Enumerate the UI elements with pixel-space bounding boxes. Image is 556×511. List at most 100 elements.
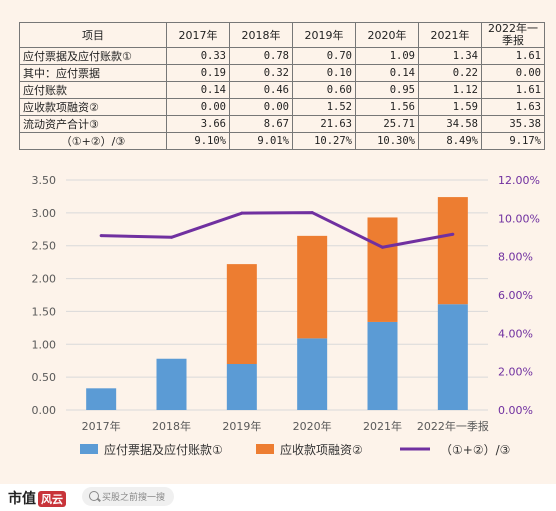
- logo-text: 市值: [8, 491, 36, 507]
- right-tick-label: 10.00%: [498, 212, 540, 225]
- bar-series1: [86, 388, 117, 410]
- table-header-cell: 2021年: [418, 22, 482, 48]
- table-cell: 0.00: [481, 64, 545, 82]
- x-tick-label: 2017年: [82, 419, 121, 433]
- table-cell: 0.60: [292, 81, 356, 99]
- line-point: [170, 235, 173, 239]
- left-tick-label: 1.50: [32, 305, 57, 318]
- brand-logo[interactable]: 市值 风云: [8, 488, 66, 508]
- table-cell: 9.17%: [481, 132, 545, 150]
- table-cell: 0.19: [166, 64, 230, 82]
- table-row: 其中：应付票据 0.19 0.32 0.10 0.14 0.22 0.00: [19, 64, 545, 82]
- line-point: [310, 211, 314, 215]
- table-row: 应付票据及应付账款① 0.33 0.78 0.70 1.09 1.34 1.61: [19, 47, 545, 65]
- table-header-row: 项目 2017年 2018年 2019年 2020年 2021年 2022年一 季报: [19, 22, 545, 48]
- row-label: 应付账款: [19, 81, 167, 99]
- table-cell: 1.63: [481, 98, 545, 116]
- table-header-cell: 2022年一 季报: [481, 22, 545, 48]
- table-cell: 10.30%: [355, 132, 419, 150]
- line-point: [99, 234, 103, 238]
- table-cell: 8.49%: [418, 132, 482, 150]
- table-cell: 9.10%: [166, 132, 230, 150]
- table-cell: 1.61: [481, 47, 545, 65]
- row-label: 应收款项融资②: [19, 98, 167, 116]
- right-tick-label: 12.00%: [498, 174, 540, 187]
- table-row: （①+②）/③ 9.10% 9.01% 10.27% 10.30% 8.49% 9.17%: [19, 132, 545, 150]
- table-cell: 0.22: [418, 64, 482, 82]
- footer-bar: 市值 风云 买股之前搜一搜: [0, 484, 556, 511]
- table-row: 流动资产合计③ 3.66 8.67 21.63 25.71 34.58 35.38: [19, 115, 545, 133]
- left-tick-label: 0.50: [32, 371, 57, 384]
- right-tick-label: 4.00%: [498, 327, 533, 340]
- table-cell: 0.78: [229, 47, 293, 65]
- table-cell: 0.00: [166, 98, 230, 116]
- line-point: [451, 232, 455, 236]
- table-cell: 8.67: [229, 115, 293, 133]
- table-cell: 3.66: [166, 115, 230, 133]
- row-label: 应付票据及应付账款①: [19, 47, 167, 65]
- bar-series1: [437, 304, 468, 410]
- table-cell: 21.63: [292, 115, 356, 133]
- row-label: （①+②）/③: [19, 132, 167, 150]
- line-point: [240, 211, 244, 215]
- left-tick-label: 3.50: [32, 174, 57, 187]
- left-tick-label: 1.00: [32, 338, 57, 351]
- table-cell: 0.70: [292, 47, 356, 65]
- line-series3: [101, 211, 454, 249]
- row-label: 流动资产合计③: [19, 115, 167, 133]
- table-cell: 1.09: [355, 47, 419, 65]
- table-header-cell: 2020年: [355, 22, 419, 48]
- left-tick-label: 3.00: [32, 207, 57, 220]
- right-tick-label: 8.00%: [498, 251, 533, 264]
- financial-table: 项目 2017年 2018年 2019年 2020年 2021年 2022年一 季报 应付票据及…: [19, 22, 545, 150]
- x-tick-label: 2021年: [363, 419, 402, 433]
- table-cell: 0.14: [166, 81, 230, 99]
- left-tick-label: 2.50: [32, 240, 57, 253]
- x-tick-label: 2018年: [152, 419, 191, 433]
- line-point: [381, 245, 384, 249]
- logo-badge: 风云: [38, 491, 66, 507]
- table-cell: 0.14: [355, 64, 419, 82]
- bar-series2: [297, 235, 328, 339]
- table-cell: 1.34: [418, 47, 482, 65]
- combo-chart: 0.00 0.50 1.00 1.50 2.00 2.50 3.00 3.50 0.00% 2.0…: [32, 174, 540, 457]
- left-tick-label: 2.00: [32, 273, 57, 286]
- legend-swatch-series1: [80, 444, 98, 454]
- search-box[interactable]: 买股之前搜一搜: [82, 487, 174, 506]
- left-tick-label: 0.00: [32, 404, 57, 417]
- table-cell: 1.59: [418, 98, 482, 116]
- table-cell: 1.52: [292, 98, 356, 116]
- table-cell: 35.38: [481, 115, 545, 133]
- table-row: 应付账款 0.14 0.46 0.60 0.95 1.12 1.61: [19, 81, 545, 99]
- bar-series1: [297, 338, 328, 410]
- table-cell: 1.61: [481, 81, 545, 99]
- legend-label-series2: 应收款项融资②: [280, 442, 363, 457]
- table-cell: 25.71: [355, 115, 419, 133]
- table-cell: 1.56: [355, 98, 419, 116]
- bar-series1: [367, 321, 398, 410]
- table-cell: 0.95: [355, 81, 419, 99]
- table-cell: 0.33: [166, 47, 230, 65]
- table-cell: 0.46: [229, 81, 293, 99]
- bar-series1: [156, 358, 187, 410]
- table-cell: 0.32: [229, 64, 293, 82]
- legend-label-series3: （①+②）/③: [440, 443, 510, 457]
- table-cell: 9.01%: [229, 132, 293, 150]
- right-tick-label: 2.00%: [498, 366, 533, 379]
- table-header-cell: 项目: [19, 22, 167, 48]
- table-cell: 10.27%: [292, 132, 356, 150]
- table-header-cell: 2018年: [229, 22, 293, 48]
- table-cell: 0.10: [292, 64, 356, 82]
- search-placeholder: 买股之前搜一搜: [102, 493, 166, 503]
- right-tick-label: 0.00%: [498, 404, 533, 417]
- x-tick-label: 2019年: [222, 419, 261, 433]
- table-header-cell: 2017年: [166, 22, 230, 48]
- table-cell: 0.00: [229, 98, 293, 116]
- right-tick-label: 6.00%: [498, 289, 533, 302]
- legend-swatch-series2: [256, 444, 274, 454]
- x-tick-label: 2020年: [293, 419, 332, 433]
- bar-series2: [437, 197, 468, 305]
- legend-label-series1: 应付票据及应付账款①: [104, 442, 223, 457]
- search-icon: [89, 491, 99, 501]
- table-cell: 1.12: [418, 81, 482, 99]
